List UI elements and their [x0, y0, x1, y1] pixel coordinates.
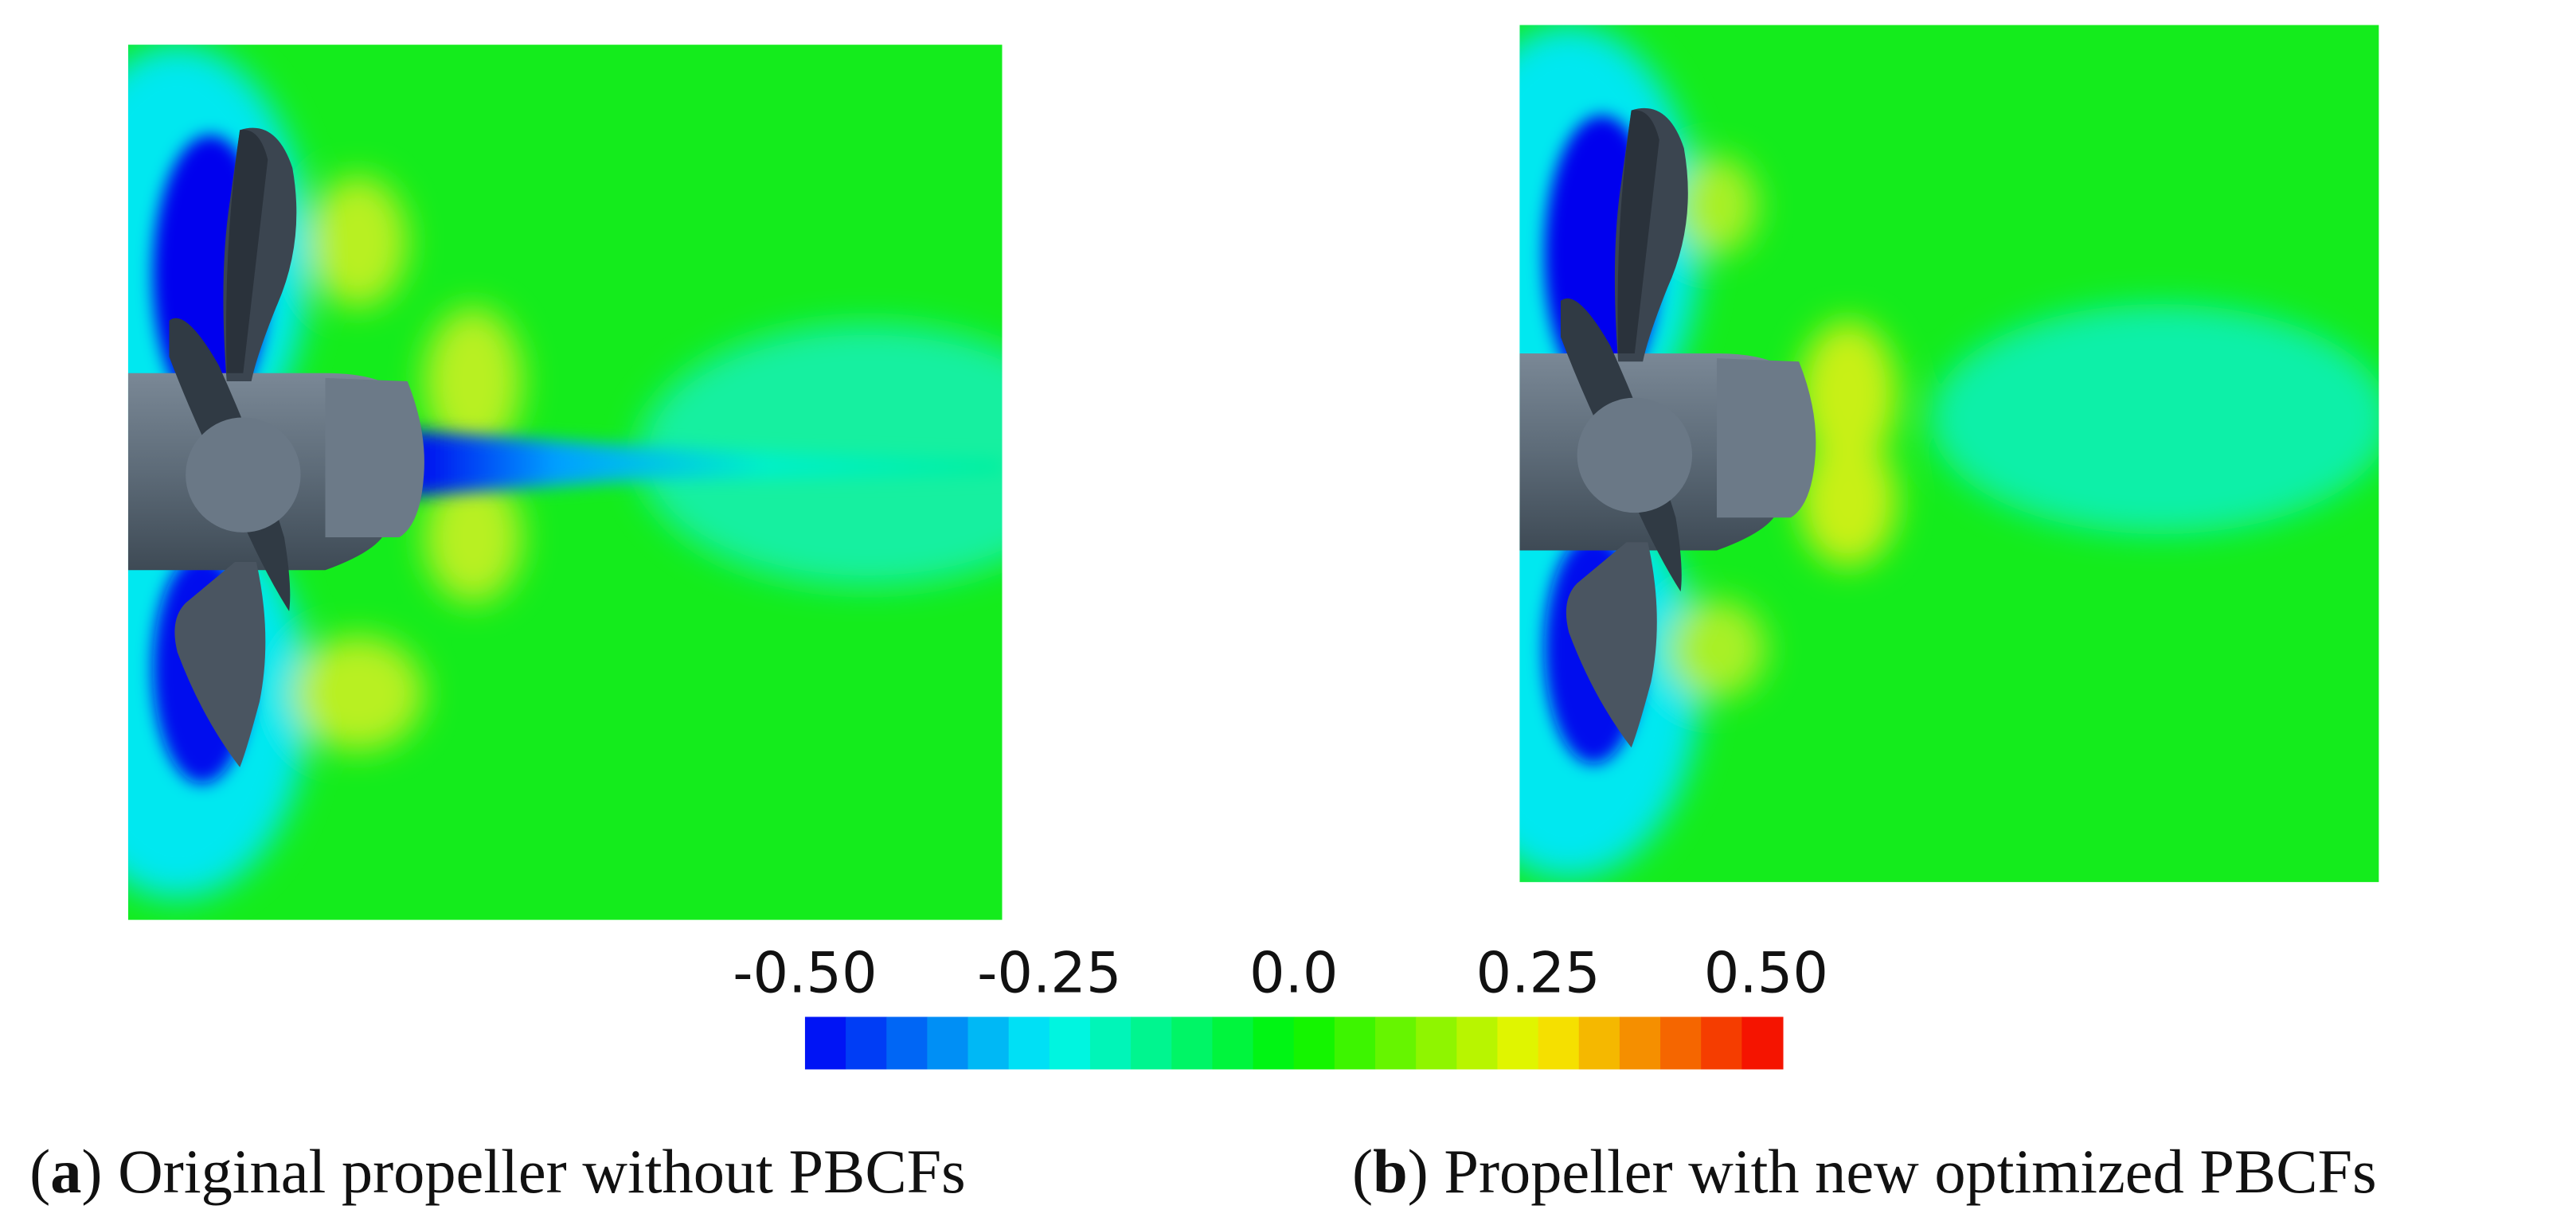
caption-a: (a) Original propeller without PBCFs	[29, 1137, 966, 1206]
colorbar-band	[1619, 1016, 1662, 1070]
colorbar-band	[1171, 1016, 1214, 1070]
caption-b: (b) Propeller with new optimized PBCFs	[1352, 1137, 2377, 1206]
colorbar-band	[1701, 1016, 1743, 1070]
colorbar-band	[1416, 1016, 1458, 1070]
colorbar-tick-label: -0.25	[977, 941, 1121, 1006]
colorbar-band	[1334, 1016, 1377, 1070]
colorbar-band	[886, 1016, 928, 1070]
colorbar-band	[1741, 1016, 1784, 1070]
colorbar-band	[1049, 1016, 1092, 1070]
colorbar-band	[1131, 1016, 1173, 1070]
colorbar-band	[1578, 1016, 1620, 1070]
colorbar-band	[1212, 1016, 1254, 1070]
colorbar-tick-label: -0.50	[733, 941, 877, 1006]
colorbar-band	[1008, 1016, 1050, 1070]
colorbar-band	[1538, 1016, 1580, 1070]
colorbar-tick-label: 0.0	[1249, 941, 1339, 1006]
colorbar-band	[804, 1016, 847, 1070]
colorbar-band	[1497, 1016, 1539, 1070]
colorbar-band	[1253, 1016, 1295, 1070]
panel-a-field	[127, 45, 1003, 920]
panel-b-field	[1519, 25, 2379, 883]
colorbar-band	[1456, 1016, 1499, 1070]
colorbar-band	[967, 1016, 1010, 1070]
colorbar: -0.50 -0.25 0.0 0.25 0.50	[733, 941, 1828, 1070]
colorbar-band	[1375, 1016, 1417, 1070]
colorbar-band	[1293, 1016, 1335, 1070]
colorbar-band	[846, 1016, 888, 1070]
colorbar-band	[1089, 1016, 1132, 1070]
colorbar-band	[927, 1016, 969, 1070]
colorbar-band	[1660, 1016, 1702, 1070]
colorbar-tick-label: 0.50	[1704, 941, 1828, 1006]
colorbar-tick-label: 0.25	[1476, 941, 1601, 1006]
